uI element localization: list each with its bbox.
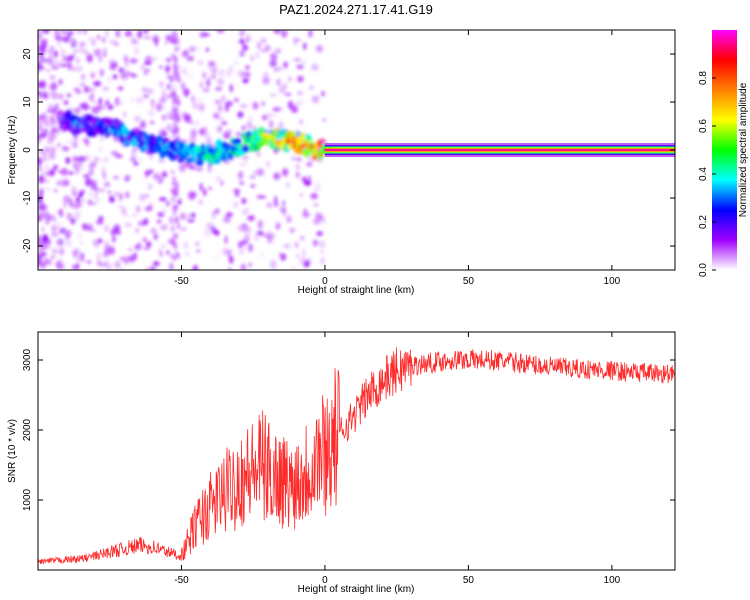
colorbar-label: Normalized spectral amplitude bbox=[738, 82, 749, 217]
y-tick-label: -10 bbox=[22, 190, 33, 205]
snr-x-label: Height of straight line (km) bbox=[298, 584, 415, 595]
spectrogram-image bbox=[38, 30, 675, 270]
colorbar-tick-label: 0.6 bbox=[698, 119, 709, 133]
snr-background bbox=[38, 332, 675, 570]
snr-x-axis: -50 0 50 100 bbox=[174, 332, 621, 586]
x-tick-label: 100 bbox=[604, 575, 621, 586]
spectrogram-y-label: Frequency (Hz) bbox=[7, 116, 18, 185]
colorbar: 0.0 0.2 0.4 0.6 0.8 Normalized spectral ampl… bbox=[698, 30, 749, 277]
snr-frame bbox=[37, 331, 676, 571]
x-tick-label: 0 bbox=[322, 276, 328, 287]
y-tick-label: 3000 bbox=[22, 348, 33, 371]
spectrogram-panel: -50 0 50 100 -20 -10 0 10 20 Height of straight… bbox=[7, 29, 676, 296]
spectrogram-tone bbox=[324, 149, 675, 151]
figure-title: PAZ1.2024.271.17.41.G19 bbox=[279, 2, 433, 17]
y-tick-label: 20 bbox=[22, 48, 33, 60]
x-tick-label: 50 bbox=[463, 575, 475, 586]
x-tick-label: -50 bbox=[174, 575, 189, 586]
x-tick-label: 100 bbox=[604, 276, 621, 287]
x-tick-label: 0 bbox=[322, 575, 328, 586]
colorbar-gradient bbox=[712, 30, 737, 270]
x-tick-label: 50 bbox=[463, 276, 475, 287]
snr-y-label: SNR (10 * v/v) bbox=[7, 419, 18, 483]
y-tick-label: 0 bbox=[22, 147, 33, 153]
spectrogram-ridge bbox=[56, 109, 330, 167]
spectrogram-x-label: Height of straight line (km) bbox=[298, 285, 415, 296]
colorbar-tick-label: 0.8 bbox=[698, 71, 709, 85]
y-tick-label: 10 bbox=[22, 96, 33, 108]
spectrogram-y-axis: -20 -10 0 10 20 bbox=[22, 48, 675, 253]
spectrogram-x-axis: -50 0 50 100 bbox=[174, 30, 621, 287]
colorbar-ticks: 0.0 0.2 0.4 0.6 0.8 bbox=[698, 71, 716, 277]
y-tick-label: 2000 bbox=[22, 418, 33, 441]
y-tick-label: -20 bbox=[22, 238, 33, 253]
snr-panel: -50 0 50 100 1000 2000 3000 Height of straigh… bbox=[7, 331, 676, 595]
snr-plot bbox=[38, 347, 675, 565]
x-tick-label: -50 bbox=[174, 276, 189, 287]
colorbar-tick-label: 0.0 bbox=[698, 263, 709, 277]
colorbar-tick-label: 0.2 bbox=[698, 215, 709, 229]
colorbar-tick-label: 0.4 bbox=[698, 167, 709, 181]
y-tick-label: 1000 bbox=[22, 488, 33, 511]
snr-y-axis: 1000 2000 3000 bbox=[22, 348, 675, 511]
snr-series-line bbox=[38, 347, 675, 565]
